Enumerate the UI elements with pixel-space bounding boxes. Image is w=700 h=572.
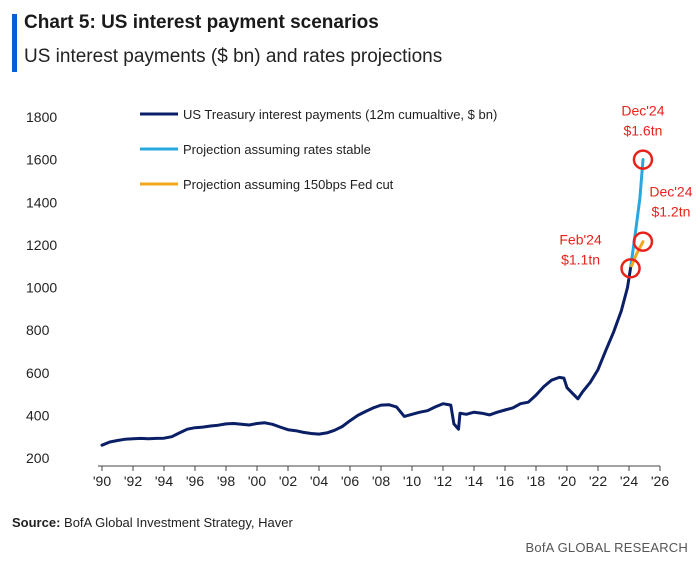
x-tick-label: '10 xyxy=(403,473,421,489)
series-line-stable xyxy=(629,158,645,270)
chart-subtitle: US interest payments ($ bn) and rates pr… xyxy=(24,46,443,67)
annotation-label-value: $1.6tn xyxy=(623,123,662,139)
y-tick-label: 1200 xyxy=(26,237,57,253)
x-tick-label: '96 xyxy=(186,473,204,489)
annotations: Dec'24 $1.6tn Dec'24 $1.2tn Feb'24 $1.1tn xyxy=(559,103,693,279)
x-tick-label: '26 xyxy=(651,473,669,489)
series-line-cut xyxy=(629,240,645,270)
x-tick-label: '18 xyxy=(527,473,545,489)
chart-title: Chart 5: US interest payment scenarios xyxy=(24,12,379,33)
annotation-circle xyxy=(632,149,654,170)
y-tick-label: 1600 xyxy=(26,152,57,168)
annotation-label-date: Feb'24 xyxy=(559,231,602,247)
legend-label-stable: Projection assuming rates stable xyxy=(183,142,371,157)
x-tick-label: '22 xyxy=(589,473,607,489)
x-tick-label: '02 xyxy=(279,473,297,489)
x-tick-label: '12 xyxy=(434,473,452,489)
x-tick-label: '08 xyxy=(372,473,390,489)
x-tick-label: '20 xyxy=(558,473,576,489)
brand-label: BofA GLOBAL RESEARCH xyxy=(525,540,688,555)
series-line-actual xyxy=(100,266,632,447)
x-tick-label: '16 xyxy=(496,473,514,489)
y-tick-label: 400 xyxy=(26,407,50,423)
source-label: Source: xyxy=(12,515,61,530)
y-tick-label: 200 xyxy=(26,450,50,466)
y-tick-label: 800 xyxy=(26,322,50,338)
annotation-label-date: Dec'24 xyxy=(621,103,664,119)
legend: US Treasury interest payments (12m cumua… xyxy=(140,107,497,192)
chart-area: 200 400 600 800 1000 1200 1400 1600 1800 '90 '92 '9… xyxy=(26,103,693,489)
legend-label-cut: Projection assuming 150bps Fed cut xyxy=(183,177,394,192)
x-tick-label: '92 xyxy=(124,473,142,489)
y-tick-label: 1400 xyxy=(26,194,57,210)
annotation-label-date: Dec'24 xyxy=(649,184,692,200)
annotation-label-value: $1.2tn xyxy=(651,204,690,220)
annotation-circle xyxy=(632,231,654,252)
x-tick-label: '06 xyxy=(341,473,359,489)
legend-label-actual: US Treasury interest payments (12m cumua… xyxy=(183,107,497,122)
y-tick-label: 1000 xyxy=(26,280,57,296)
source-note: Source: BofA Global Investment Strategy,… xyxy=(12,515,293,530)
x-tick-label: '00 xyxy=(248,473,266,489)
title-accent-bar xyxy=(12,14,17,72)
x-tick-label: '04 xyxy=(310,473,328,489)
annotation-circle xyxy=(620,258,641,279)
x-tick-label: '98 xyxy=(217,473,235,489)
x-tick-label: '94 xyxy=(155,473,173,489)
axes: 200 400 600 800 1000 1200 1400 1600 1800 '90 '92 '9… xyxy=(26,109,669,489)
x-tick-label: '14 xyxy=(465,473,483,489)
x-tick-label: '90 xyxy=(93,473,111,489)
series-lines xyxy=(100,158,645,447)
y-tick-label: 1800 xyxy=(26,109,57,125)
y-tick-label: 600 xyxy=(26,365,50,381)
source-text: BofA Global Investment Strategy, Haver xyxy=(60,515,293,530)
annotation-label-value: $1.1tn xyxy=(561,251,600,267)
x-tick-label: '24 xyxy=(620,473,638,489)
